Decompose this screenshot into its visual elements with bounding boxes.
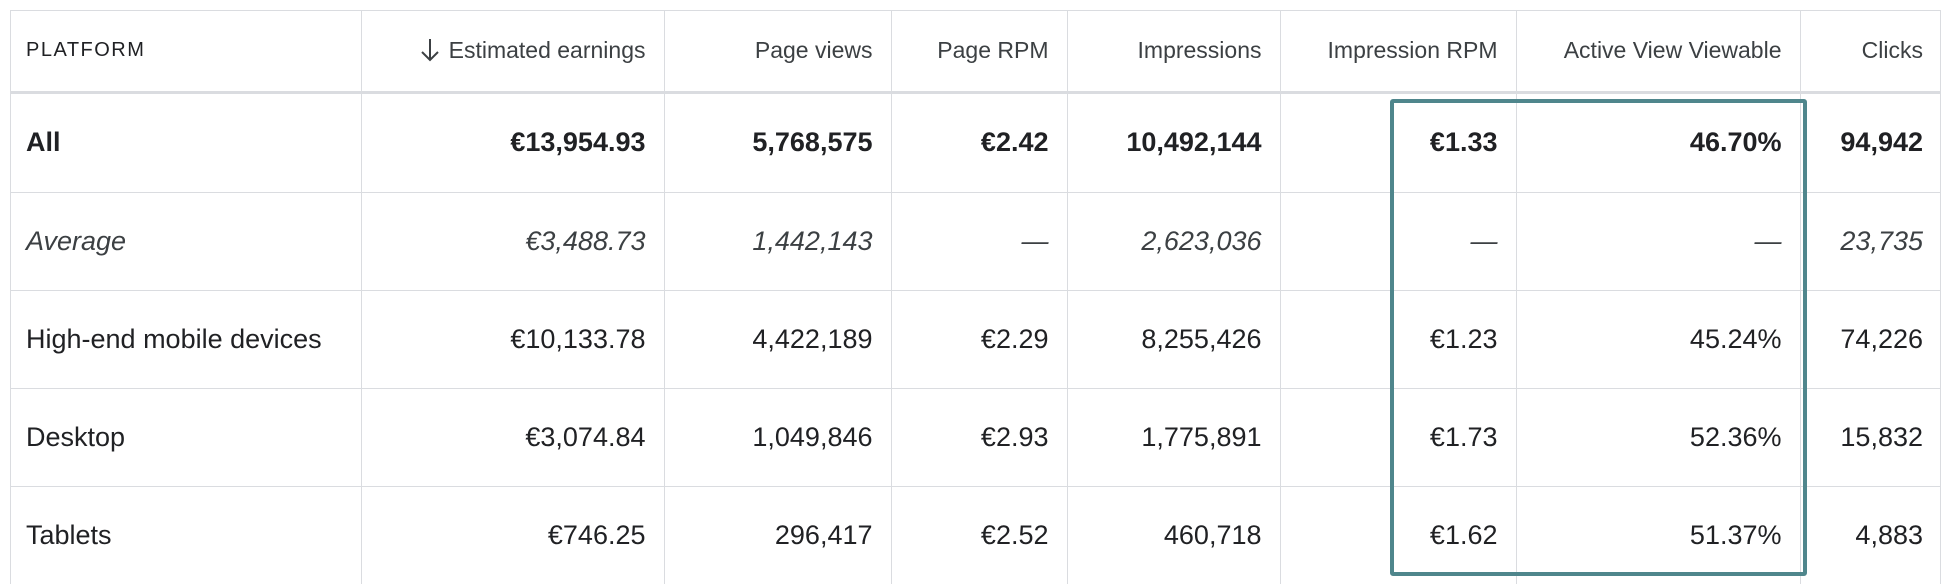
- column-header-clicks[interactable]: Clicks: [1800, 10, 1941, 94]
- column-header-label: Page RPM: [937, 36, 1049, 63]
- cell-impression-rpm: €1.62: [1280, 486, 1517, 584]
- cell-page-views: 1,442,143: [664, 192, 892, 291]
- cell-estimated-earnings: €10,133.78: [361, 290, 665, 389]
- cell-impressions: 8,255,426: [1067, 290, 1281, 389]
- cell-page-rpm: €2.42: [891, 92, 1068, 193]
- cell-impressions: 460,718: [1067, 486, 1281, 584]
- column-header-active-view-viewable[interactable]: Active View Viewable: [1516, 10, 1801, 94]
- table-row-high-end-mobile[interactable]: High-end mobile devices €10,133.78 4,422…: [10, 290, 1941, 389]
- cell-clicks: 23,735: [1800, 192, 1941, 291]
- column-header-label: Impression RPM: [1327, 36, 1498, 63]
- cell-page-views: 1,049,846: [664, 388, 892, 487]
- cell-impression-rpm: €1.23: [1280, 290, 1517, 389]
- cell-page-rpm: €2.29: [891, 290, 1068, 389]
- cell-clicks: 4,883: [1800, 486, 1941, 584]
- table-row-average: Average €3,488.73 1,442,143 — 2,623,036 …: [10, 192, 1941, 291]
- table-row-tablets[interactable]: Tablets €746.25 296,417 €2.52 460,718 €1…: [10, 486, 1941, 584]
- arrow-down-icon: [420, 38, 439, 62]
- cell-platform: Tablets: [10, 486, 362, 584]
- cell-estimated-earnings: €3,488.73: [361, 192, 665, 291]
- cell-page-rpm: —: [891, 192, 1068, 291]
- cell-impressions: 1,775,891: [1067, 388, 1281, 487]
- cell-impression-rpm: €1.33: [1280, 92, 1517, 193]
- cell-platform: Desktop: [10, 388, 362, 487]
- cell-page-views: 5,768,575: [664, 92, 892, 193]
- platform-report-table: PLATFORM Estimated earnings Page views P…: [10, 10, 1941, 584]
- cell-platform: Average: [10, 192, 362, 291]
- cell-page-views: 4,422,189: [664, 290, 892, 389]
- cell-estimated-earnings: €746.25: [361, 486, 665, 584]
- cell-impressions: 10,492,144: [1067, 92, 1281, 193]
- column-header-label: Active View Viewable: [1563, 36, 1782, 63]
- cell-estimated-earnings: €3,074.84: [361, 388, 665, 487]
- column-header-label: Estimated earnings: [448, 36, 646, 63]
- table-row-all: All €13,954.93 5,768,575 €2.42 10,492,14…: [10, 92, 1941, 193]
- cell-impression-rpm: €1.73: [1280, 388, 1517, 487]
- column-header-page-rpm[interactable]: Page RPM: [891, 10, 1068, 94]
- cell-page-views: 296,417: [664, 486, 892, 584]
- cell-page-rpm: €2.93: [891, 388, 1068, 487]
- cell-impressions: 2,623,036: [1067, 192, 1281, 291]
- cell-active-view-viewable: 52.36%: [1516, 388, 1801, 487]
- column-header-estimated-earnings[interactable]: Estimated earnings: [361, 10, 665, 94]
- cell-active-view-viewable: 45.24%: [1516, 290, 1801, 389]
- column-header-page-views[interactable]: Page views: [664, 10, 892, 94]
- cell-clicks: 94,942: [1800, 92, 1941, 193]
- column-header-impression-rpm[interactable]: Impression RPM: [1280, 10, 1517, 94]
- cell-page-rpm: €2.52: [891, 486, 1068, 584]
- cell-active-view-viewable: 51.37%: [1516, 486, 1801, 584]
- cell-platform: All: [10, 92, 362, 193]
- cell-clicks: 74,226: [1800, 290, 1941, 389]
- column-header-label: Impressions: [1137, 36, 1262, 63]
- header-row: PLATFORM Estimated earnings Page views P…: [10, 10, 1941, 94]
- column-header-impressions[interactable]: Impressions: [1067, 10, 1281, 94]
- column-header-label: Clicks: [1861, 36, 1923, 63]
- column-header-label: PLATFORM: [26, 38, 146, 61]
- cell-clicks: 15,832: [1800, 388, 1941, 487]
- cell-platform: High-end mobile devices: [10, 290, 362, 389]
- table-row-desktop[interactable]: Desktop €3,074.84 1,049,846 €2.93 1,775,…: [10, 388, 1941, 487]
- column-header-label: Page views: [754, 36, 873, 63]
- cell-impression-rpm: —: [1280, 192, 1517, 291]
- cell-active-view-viewable: 46.70%: [1516, 92, 1801, 193]
- cell-estimated-earnings: €13,954.93: [361, 92, 665, 193]
- column-header-platform[interactable]: PLATFORM: [10, 10, 362, 94]
- cell-active-view-viewable: —: [1516, 192, 1801, 291]
